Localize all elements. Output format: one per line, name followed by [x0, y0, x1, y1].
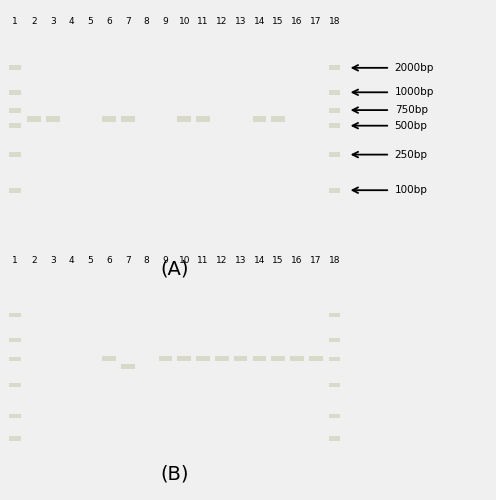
Text: 7: 7 — [125, 18, 131, 26]
Bar — [9, 188, 21, 192]
Bar — [328, 66, 340, 70]
Text: 2: 2 — [31, 256, 37, 265]
Text: 500bp: 500bp — [395, 120, 428, 130]
Text: 8: 8 — [144, 256, 149, 265]
Bar — [252, 116, 266, 122]
Bar — [46, 116, 60, 122]
Text: (A): (A) — [161, 259, 189, 278]
Text: 17: 17 — [310, 18, 321, 26]
Text: 17: 17 — [310, 256, 321, 265]
Text: 7: 7 — [125, 256, 131, 265]
Text: 11: 11 — [197, 18, 209, 26]
Bar — [9, 123, 21, 128]
Bar — [196, 116, 210, 122]
Bar — [9, 90, 21, 94]
Bar — [159, 356, 172, 361]
Bar — [328, 356, 340, 361]
Bar — [9, 383, 21, 388]
Text: 1: 1 — [12, 256, 18, 265]
Bar — [328, 152, 340, 157]
Text: 14: 14 — [253, 256, 265, 265]
Text: 13: 13 — [235, 18, 247, 26]
Bar — [121, 364, 135, 368]
Text: 14: 14 — [253, 18, 265, 26]
Bar — [9, 338, 21, 342]
Text: 12: 12 — [216, 18, 228, 26]
Text: 3: 3 — [50, 18, 56, 26]
Text: 1000bp: 1000bp — [395, 88, 434, 98]
Bar — [328, 108, 340, 112]
Bar — [121, 116, 135, 122]
Bar — [9, 356, 21, 361]
Text: (B): (B) — [161, 464, 189, 483]
Bar — [215, 356, 229, 361]
Bar — [252, 356, 266, 361]
Bar — [9, 66, 21, 70]
Bar — [102, 116, 116, 122]
Bar — [328, 188, 340, 192]
Text: 13: 13 — [235, 256, 247, 265]
Text: 15: 15 — [272, 256, 284, 265]
Text: 11: 11 — [197, 256, 209, 265]
Bar — [290, 356, 304, 361]
Bar — [9, 414, 21, 418]
Bar — [328, 436, 340, 440]
Text: 16: 16 — [291, 256, 303, 265]
Bar — [9, 152, 21, 157]
Text: 9: 9 — [163, 256, 168, 265]
Bar — [9, 313, 21, 317]
Bar — [271, 116, 285, 122]
Bar — [309, 356, 322, 361]
Text: 4: 4 — [69, 18, 74, 26]
Bar — [328, 90, 340, 94]
Bar — [271, 356, 285, 361]
Text: 6: 6 — [106, 18, 112, 26]
Text: 250bp: 250bp — [395, 150, 428, 160]
Text: 9: 9 — [163, 18, 168, 26]
Bar — [328, 338, 340, 342]
Bar — [9, 108, 21, 112]
Text: 15: 15 — [272, 18, 284, 26]
Text: 18: 18 — [329, 256, 340, 265]
Bar — [328, 383, 340, 388]
Bar — [328, 123, 340, 128]
Text: 18: 18 — [329, 18, 340, 26]
Text: 3: 3 — [50, 256, 56, 265]
Text: 10: 10 — [179, 18, 190, 26]
Text: 10: 10 — [179, 256, 190, 265]
Text: 8: 8 — [144, 18, 149, 26]
Text: 16: 16 — [291, 18, 303, 26]
Text: 6: 6 — [106, 256, 112, 265]
Text: 1: 1 — [12, 18, 18, 26]
Bar — [234, 356, 248, 361]
Text: 12: 12 — [216, 256, 228, 265]
Text: 750bp: 750bp — [395, 105, 428, 115]
Bar — [328, 313, 340, 317]
Bar — [178, 116, 191, 122]
Bar — [178, 356, 191, 361]
Bar — [196, 356, 210, 361]
Bar — [27, 116, 41, 122]
Bar — [328, 414, 340, 418]
Text: 5: 5 — [87, 18, 93, 26]
Text: 2000bp: 2000bp — [395, 63, 434, 73]
Text: 5: 5 — [87, 256, 93, 265]
Bar — [9, 436, 21, 440]
Bar — [102, 356, 116, 361]
Text: 2: 2 — [31, 18, 37, 26]
Text: 4: 4 — [69, 256, 74, 265]
Text: 100bp: 100bp — [395, 185, 428, 195]
